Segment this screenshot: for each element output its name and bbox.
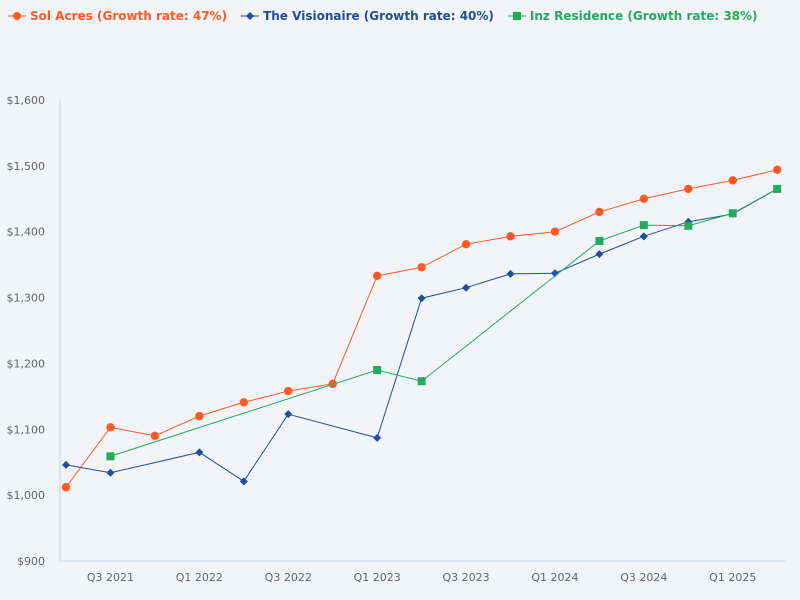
data-point [773,165,782,175]
x-tick-label: Q1 2025 [709,571,756,584]
y-tick-label: $1,000 [7,489,46,502]
x-tick-label: Q1 2022 [176,571,223,584]
data-point [684,221,693,230]
data-point [506,269,515,278]
data-point [461,240,471,249]
y-tick-label: $1,100 [7,423,46,436]
data-point [106,423,115,432]
diamond-marker-icon [241,12,260,20]
data-point [150,431,160,441]
y-tick-label: $1,200 [7,357,46,370]
data-point [373,366,382,375]
data-point [195,411,204,421]
data-point [639,232,648,241]
data-point [328,379,337,389]
x-tick-label: Q1 2024 [531,571,578,584]
data-point [773,184,782,193]
y-tick-label: $900 [17,555,45,568]
data-point [595,250,604,259]
x-tick-label: Q3 2024 [620,571,667,584]
data-point [373,433,382,442]
data-point [195,448,204,457]
data-point [372,271,382,281]
y-tick-label: $1,500 [7,160,46,173]
data-point [728,176,737,185]
legend-item-the-visionaire[interactable]: The Visionaire (Growth rate: 40%) [241,9,494,23]
data-point [61,483,71,492]
y-tick-label: $1,300 [7,292,46,305]
y-tick-label: $1,600 [7,94,46,107]
data-point [550,269,559,278]
data-point [684,184,693,194]
data-point [106,452,115,461]
series-0 [61,165,782,492]
legend-item-sol-acres[interactable]: Sol Acres (Growth rate: 47%) [8,9,227,23]
legend: Sol Acres (Growth rate: 47%) The Visiona… [8,9,758,23]
data-point [595,207,604,217]
data-point [506,232,515,241]
data-point [417,263,426,272]
series-1 [62,184,782,486]
x-tick-label: Q1 2023 [354,571,401,584]
series-line [65,188,778,483]
legend-label: Sol Acres (Growth rate: 47%) [30,9,228,23]
x-tick-label: Q3 2023 [442,571,489,584]
data-point [106,468,115,477]
data-point [595,236,604,245]
data-point [639,194,649,203]
y-tick-label: $1,400 [7,226,46,239]
legend-label: The Visionaire (Growth rate: 40%) [263,9,494,23]
data-point [728,209,737,218]
data-point [239,398,248,407]
square-marker-icon [507,12,526,20]
series-line [110,188,778,457]
series-2 [106,184,782,461]
data-point [284,410,293,419]
data-point [462,283,471,292]
data-point [284,386,293,396]
x-tick-label: Q3 2021 [87,571,134,584]
data-point [417,294,426,303]
series-line [65,169,778,488]
legend-item-inz-residence[interactable]: Inz Residence (Growth rate: 38%) [507,9,758,23]
circle-marker-icon [8,12,26,20]
data-point [639,221,648,230]
x-tick-label: Q3 2022 [265,571,312,584]
data-point [239,477,248,486]
data-point [417,377,426,386]
data-point [62,460,70,469]
data-point [550,227,560,236]
legend-label: Inz Residence (Growth rate: 38%) [529,9,758,23]
